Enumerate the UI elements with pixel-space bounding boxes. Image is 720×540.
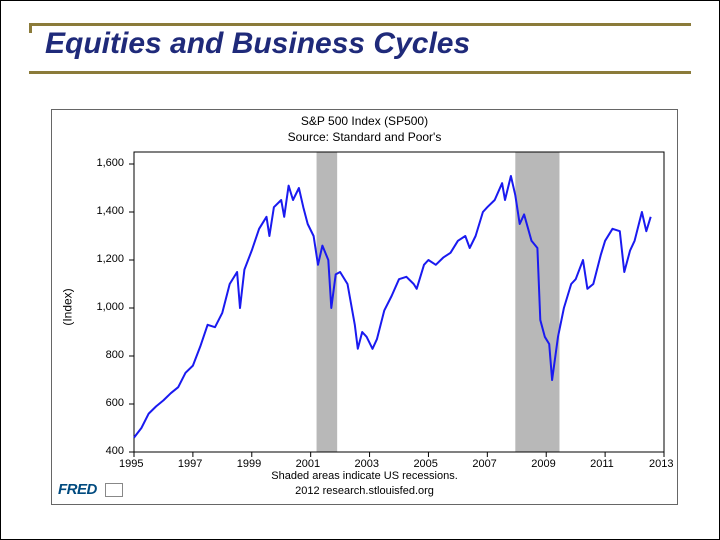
slide: Equities and Business Cycles S&P 500 Ind… xyxy=(0,0,720,540)
x-tick-label: 1999 xyxy=(237,458,261,470)
x-tick-label: 1995 xyxy=(119,458,143,470)
footer-line-1: Shaded areas indicate US recessions. xyxy=(52,469,677,483)
y-tick-label: 1,600 xyxy=(74,157,124,169)
chart-title-1: S&P 500 Index (SP500) xyxy=(52,114,677,130)
chart-titles: S&P 500 Index (SP500) Source: Standard a… xyxy=(52,114,677,145)
chart-footer: Shaded areas indicate US recessions. 201… xyxy=(52,469,677,498)
y-tick-label: 800 xyxy=(74,349,124,361)
x-tick-label: 2009 xyxy=(531,458,555,470)
fred-badge: FRED xyxy=(58,481,123,498)
x-tick-label: 2007 xyxy=(472,458,496,470)
x-tick-label: 1997 xyxy=(178,458,202,470)
y-tick-label: 1,000 xyxy=(74,301,124,313)
y-tick-label: 600 xyxy=(74,397,124,409)
x-tick-label: 2013 xyxy=(649,458,673,470)
chart-frame: S&P 500 Index (SP500) Source: Standard a… xyxy=(51,109,678,505)
title-rule-tick xyxy=(29,23,32,33)
footer-line-2: 2012 research.stlouisfed.org xyxy=(52,484,677,498)
y-axis-label: (Index) xyxy=(61,288,75,325)
y-tick-label: 1,400 xyxy=(74,205,124,217)
chart-icon xyxy=(105,483,123,497)
chart-title-2: Source: Standard and Poor's xyxy=(52,130,677,146)
x-tick-label: 2005 xyxy=(413,458,437,470)
x-tick-label: 2003 xyxy=(355,458,379,470)
x-tick-label: 2001 xyxy=(296,458,320,470)
fred-label: FRED xyxy=(58,481,97,498)
y-tick-label: 1,200 xyxy=(74,253,124,265)
y-tick-label: 400 xyxy=(74,445,124,457)
sp500-line xyxy=(134,176,651,438)
title-rule-bottom xyxy=(29,71,691,74)
recession-band xyxy=(317,152,338,452)
slide-title: Equities and Business Cycles xyxy=(45,27,470,61)
title-rule-top xyxy=(29,23,691,26)
recession-band xyxy=(515,152,559,452)
plot-area: 4006008001,0001,2001,4001,60019951997199… xyxy=(134,152,664,452)
x-tick-label: 2011 xyxy=(590,458,614,470)
